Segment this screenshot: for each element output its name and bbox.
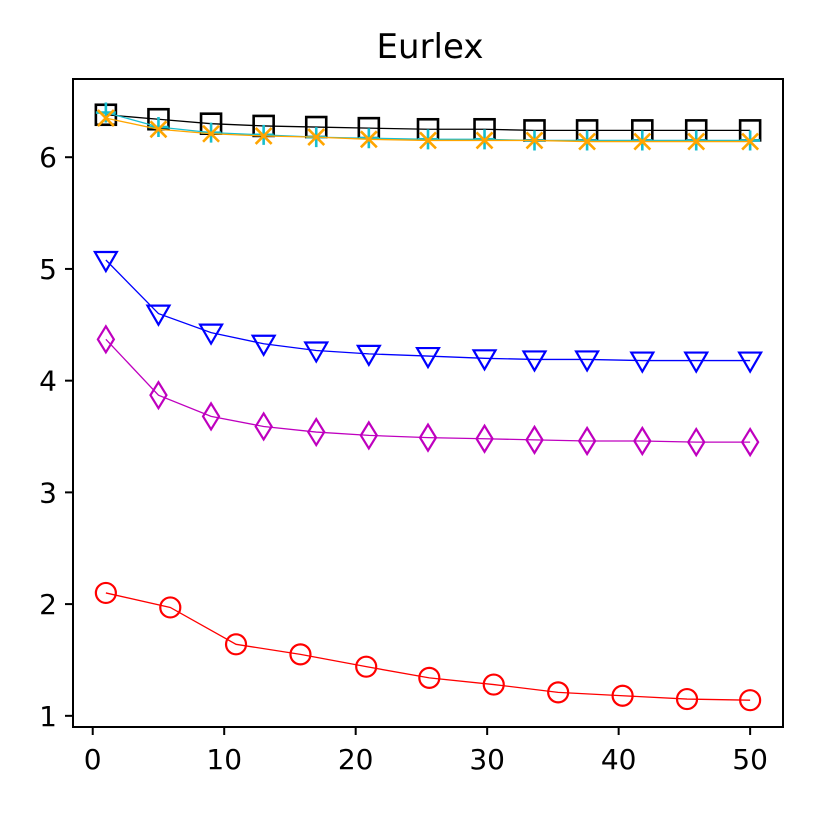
circle-marker [289, 643, 312, 666]
x-marker [202, 124, 220, 143]
series-plus [95, 102, 761, 151]
triangle-down-marker [92, 250, 119, 274]
diamond-marker [525, 424, 544, 455]
chart-title: Eurlex [377, 27, 484, 67]
series-triangle-down [92, 250, 764, 374]
diamond-marker [740, 427, 760, 458]
y-tick-label: 6 [39, 141, 57, 174]
plot-frame [72, 78, 784, 728]
circle-marker [418, 666, 441, 689]
circle-marker [159, 596, 182, 619]
x-marker [741, 132, 760, 151]
x-marker [149, 120, 168, 139]
triangle-down-marker [355, 344, 382, 368]
x-marker [475, 131, 494, 150]
diamond-marker [149, 380, 168, 411]
x-marker [419, 131, 437, 150]
axes: 0 10 20 30 40 50 1 2 3 4 5 6 [39, 141, 768, 776]
diamond-marker [633, 425, 652, 457]
diamond-marker [254, 411, 273, 442]
triangle-down-marker [471, 349, 498, 372]
x-marker [96, 109, 115, 128]
x-tick-label: 10 [206, 743, 242, 776]
x-marker [254, 127, 273, 145]
series-line [105, 592, 751, 701]
triangle-down-marker [629, 351, 656, 374]
triangle-down-marker [521, 350, 548, 373]
y-tick-label: 5 [39, 253, 57, 286]
series-line [105, 338, 751, 443]
y-tick-label: 4 [39, 365, 57, 398]
y-tick-label: 3 [39, 476, 57, 509]
triangle-down-marker [737, 351, 764, 374]
triangle-down-marker [145, 304, 172, 327]
circle-marker [547, 681, 570, 704]
diamond-marker [475, 423, 494, 454]
diamond-marker [201, 401, 221, 432]
diamond-marker [96, 324, 116, 355]
x-marker [359, 130, 378, 149]
triangle-down-marker [683, 351, 710, 374]
diamond-marker [686, 427, 706, 458]
series-line [105, 259, 751, 362]
circle-marker [675, 687, 699, 711]
triangle-down-marker [415, 346, 441, 370]
series-x [96, 109, 760, 151]
y-tick-label: 2 [39, 588, 57, 621]
series-diamond [96, 324, 760, 458]
triangle-down-marker [303, 341, 330, 364]
circle-marker [611, 684, 634, 707]
x-tick-label: 0 [84, 743, 102, 776]
diamond-marker [418, 422, 438, 453]
circle-marker [224, 633, 248, 656]
diamond-marker [577, 425, 597, 457]
x-tick-label: 50 [732, 743, 768, 776]
x-marker [633, 132, 652, 151]
plus-marker [148, 117, 169, 138]
x-marker [687, 132, 706, 151]
triangle-down-marker [198, 323, 224, 346]
y-tick-label: 1 [39, 700, 57, 733]
x-marker [525, 131, 544, 150]
diamond-marker [359, 420, 379, 451]
x-tick-label: 40 [601, 743, 637, 776]
x-marker [307, 128, 326, 147]
x-marker [578, 132, 597, 151]
diamond-marker [306, 416, 326, 448]
circle-marker [355, 655, 378, 678]
x-tick-label: 20 [338, 743, 374, 776]
series-circle [94, 581, 762, 712]
plot-area [92, 102, 764, 712]
x-tick-label: 30 [469, 743, 505, 776]
circle-marker [94, 581, 117, 605]
circle-marker [739, 689, 762, 712]
circle-marker [482, 673, 505, 696]
triangle-down-marker [250, 334, 277, 357]
triangle-down-marker [574, 350, 601, 373]
